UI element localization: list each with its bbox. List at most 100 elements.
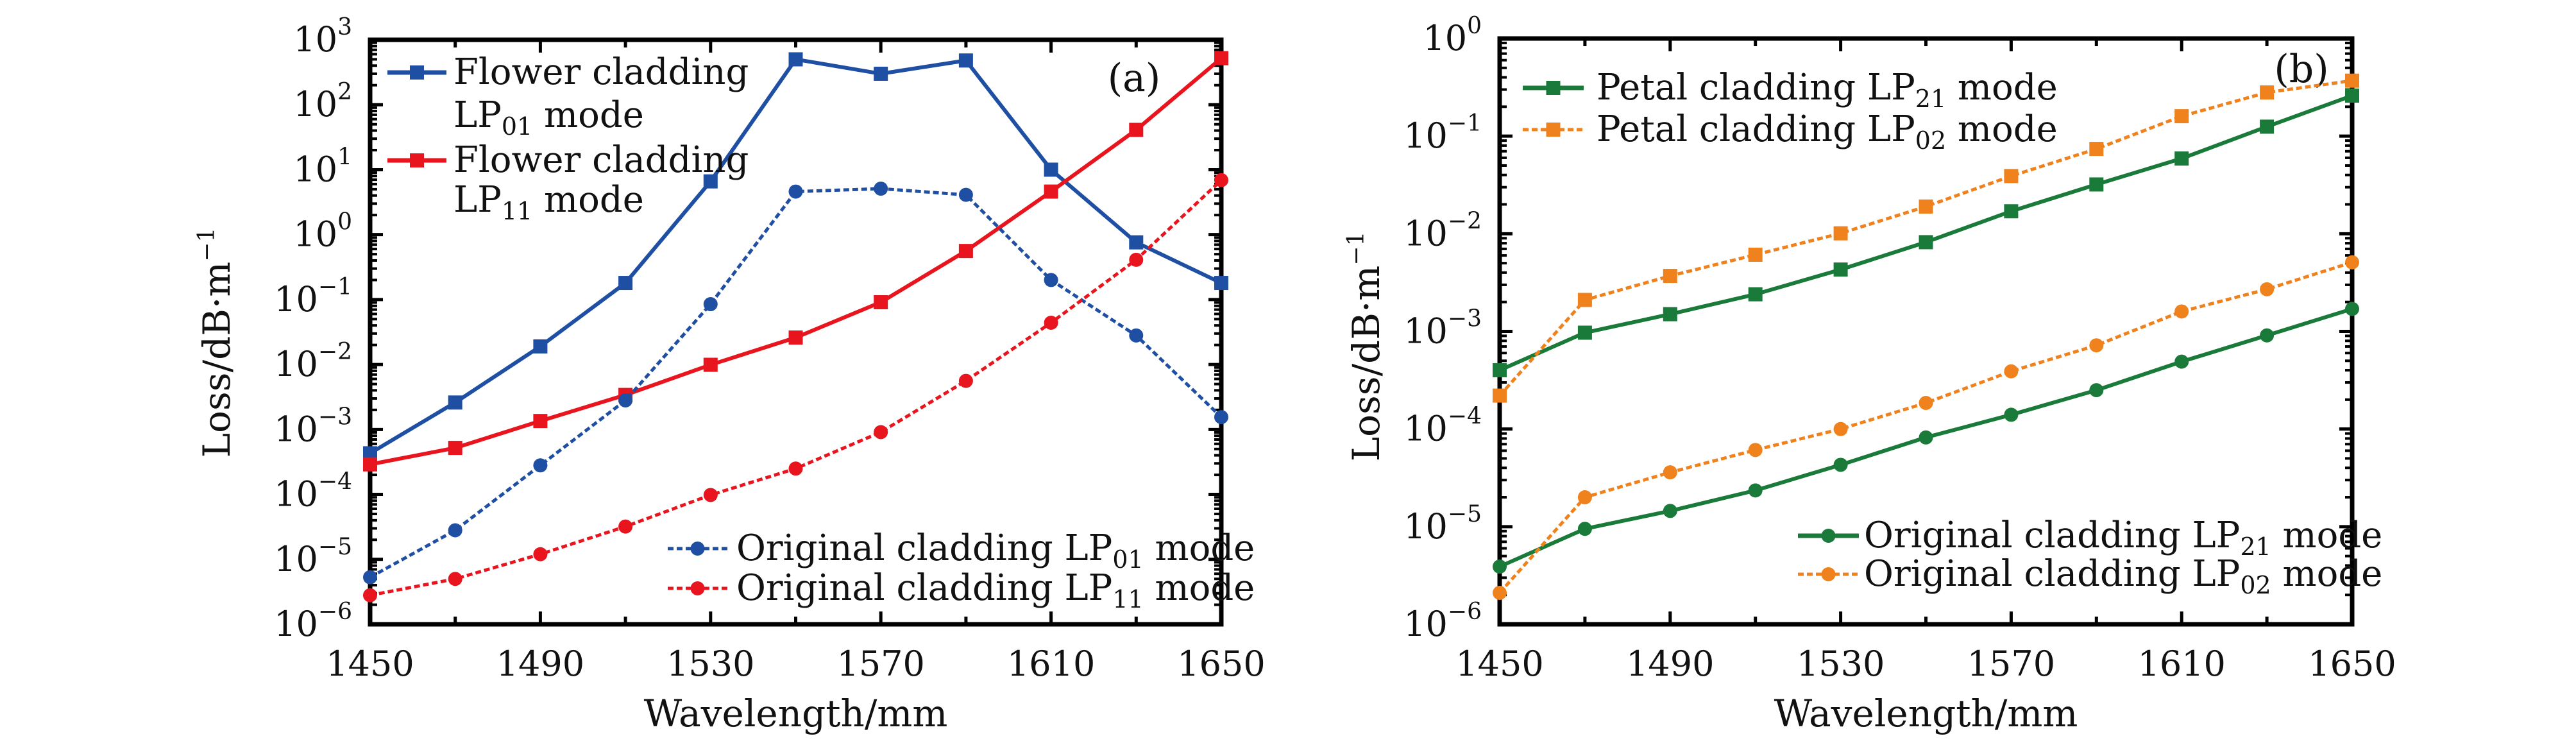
- x-axis-title: Wavelength/mm: [644, 692, 948, 735]
- data-point-circle: [363, 570, 377, 585]
- data-point-square: [2174, 151, 2189, 166]
- data-point-square: [1663, 307, 1677, 321]
- data-point-circle: [533, 547, 548, 561]
- y-tick-label: 10−1: [274, 274, 352, 320]
- legend-marker-square: [410, 153, 424, 167]
- y-tick-label: 10−5: [274, 534, 352, 579]
- series-original-cladding-lp02-mode: [1493, 255, 2359, 600]
- data-point-square: [958, 244, 973, 259]
- y-tick-label: 10−3: [274, 404, 352, 449]
- data-point-circle: [1748, 443, 1763, 457]
- series-line: [369, 187, 1223, 579]
- data-point-circle: [1129, 252, 1144, 267]
- series-petal-cladding-lp21-mode: [1493, 89, 2359, 378]
- x-tick-label: 1490: [1626, 644, 1714, 684]
- data-point-circle: [448, 523, 462, 538]
- legend-label: Flower cladding: [453, 51, 749, 93]
- data-point-circle: [1577, 490, 1592, 505]
- data-point-circle: [533, 458, 548, 473]
- data-point-square: [1129, 235, 1144, 250]
- legend-label: Petal cladding LP02 mode: [1597, 108, 2058, 155]
- data-point-square: [1493, 388, 1507, 403]
- legend-label: Flower cladding: [453, 139, 749, 181]
- data-point-square: [2345, 73, 2359, 88]
- legend-label: LP11 mode: [453, 179, 644, 225]
- data-point-circle: [788, 461, 803, 476]
- chart-panel-a: 1450 1490 1530 1570 1610 1650 103 102 101 100 10−1…: [194, 14, 1266, 735]
- data-point-square: [874, 66, 888, 81]
- y-tick-label: 10−5: [1403, 501, 1482, 547]
- legend-marker-square: [1546, 81, 1561, 95]
- data-point-square: [1748, 287, 1763, 302]
- data-point-square: [533, 414, 548, 429]
- legend-marker-square: [410, 65, 424, 80]
- x-tick-label: 1530: [666, 644, 754, 684]
- y-axis-title: Loss/dB·m−1: [1343, 232, 1388, 462]
- data-point-square: [1044, 184, 1058, 199]
- data-point-circle: [2004, 407, 2019, 422]
- data-point-square: [958, 53, 973, 68]
- y-tick-label: 10−4: [1403, 404, 1482, 449]
- data-point-circle: [1493, 585, 1507, 600]
- data-point-circle: [1577, 522, 1592, 536]
- data-point-square: [2260, 85, 2275, 100]
- y-tick-label: 100: [1423, 13, 1482, 58]
- data-point-square: [1493, 363, 1507, 378]
- data-point-circle: [1663, 465, 1677, 480]
- data-point-square: [1577, 325, 1592, 340]
- y-tick-label: 10−2: [274, 339, 352, 384]
- legend-label: LP01 mode: [453, 94, 644, 141]
- y-tick-label: 103: [293, 14, 352, 60]
- data-point-circle: [1748, 483, 1763, 498]
- x-tick-label: 1530: [1797, 644, 1885, 684]
- data-point-square: [2004, 169, 2019, 184]
- y-tick-label: 10−6: [1403, 599, 1482, 644]
- data-point-circle: [2174, 304, 2189, 319]
- legend-marker-circle: [690, 581, 705, 595]
- panel-label: (b): [2274, 47, 2328, 92]
- x-tick-label: 1610: [2137, 644, 2225, 684]
- x-tick-label: 1650: [1177, 644, 1265, 684]
- data-point-square: [2260, 119, 2275, 134]
- data-point-circle: [2089, 338, 2104, 353]
- legend-entry: Petal cladding LP21 mode: [1523, 67, 2058, 113]
- data-point-circle: [703, 297, 718, 312]
- data-point-square: [1919, 199, 1933, 214]
- panel-label: (a): [1108, 56, 1161, 101]
- series-original-cladding-lp11-mode: [363, 173, 1228, 602]
- series-original-cladding-lp21-mode: [1493, 302, 2359, 574]
- data-point-circle: [874, 182, 888, 196]
- legend-entry: Original cladding LP01 mode: [668, 527, 1255, 574]
- data-point-square: [533, 339, 548, 354]
- legend-label: Original cladding LP02 mode: [1864, 553, 2382, 599]
- data-point-square: [788, 52, 803, 67]
- data-point-square: [1919, 235, 1933, 250]
- data-point-square: [1663, 269, 1677, 284]
- data-point-square: [2089, 177, 2104, 192]
- y-axis-title: Loss/dB·m−1: [194, 228, 239, 458]
- data-point-circle: [2345, 255, 2359, 269]
- series-flower-cladding-lp11-mode: [363, 51, 1228, 472]
- data-point-circle: [958, 373, 973, 388]
- data-point-circle: [618, 519, 633, 534]
- data-point-circle: [1919, 430, 1933, 445]
- y-tick-label: 10−6: [274, 599, 352, 644]
- legend-entry: Petal cladding LP02 mode: [1523, 108, 2058, 155]
- data-point-square: [1214, 276, 1228, 291]
- x-axis-title: Wavelength/mm: [1774, 692, 2078, 735]
- legend-label: Original cladding LP11 mode: [736, 567, 1255, 613]
- data-point-circle: [788, 184, 803, 199]
- data-point-circle: [2004, 364, 2019, 379]
- data-point-square: [2345, 89, 2359, 103]
- data-point-circle: [958, 187, 973, 202]
- data-point-square: [1748, 247, 1763, 262]
- data-point-square: [618, 276, 633, 291]
- legend-label: Original cladding LP01 mode: [736, 527, 1255, 574]
- data-point-circle: [703, 488, 718, 502]
- data-point-square: [448, 395, 462, 410]
